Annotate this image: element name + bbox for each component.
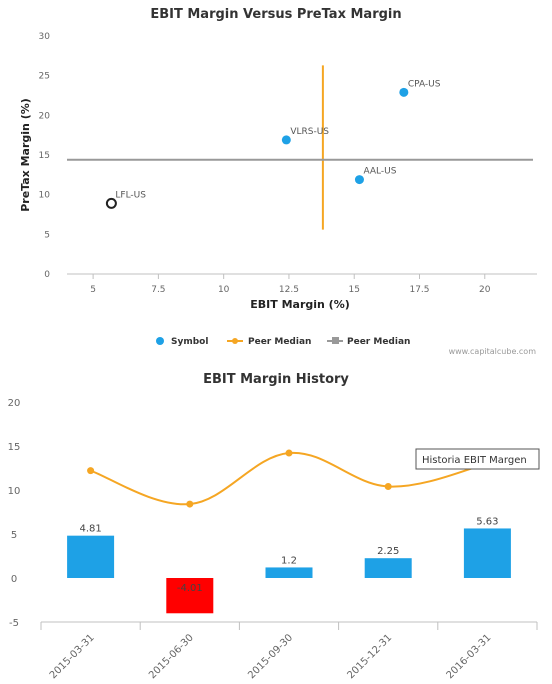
scatter-x-ticks: 5 7.5 10 12.5 15 17.5 20: [90, 274, 491, 295]
history-bar: [67, 535, 115, 578]
legend-symbol-marker: [156, 337, 164, 345]
scatter-x-tick-label: 17.5: [409, 285, 429, 295]
scatter-point: [354, 175, 364, 185]
scatter-title: EBIT Margin Versus PreTax Margin: [150, 7, 401, 22]
history-bar: [463, 528, 511, 578]
history-title: EBIT Margin History: [203, 372, 349, 387]
credit-text[interactable]: www.capitalcube.com: [449, 347, 537, 356]
scatter-x-axis-title: EBIT Margin (%): [250, 298, 350, 311]
scatter-y-axis-title: PreTax Margin (%): [19, 98, 32, 212]
scatter-point-label: CPA-US: [408, 79, 441, 89]
scatter-point-label: LFL-US: [115, 190, 146, 200]
history-chart: EBIT Margin History -5 0 5 10 15 20 4.81 -4.01…: [8, 372, 540, 681]
scatter-x-tick-label: 10: [218, 285, 230, 295]
scatter-points: CPA-US VLRS-US AAL-US LFL-US: [105, 79, 441, 209]
tooltip: Historia EBIT Margen: [415, 448, 540, 470]
history-bar: [265, 567, 313, 578]
history-line-point: [384, 482, 392, 490]
scatter-x-tick-label: 7.5: [151, 285, 165, 295]
history-x-tick-label: 2015-03-31: [48, 632, 97, 681]
scatter-y-tick-label: 30: [39, 32, 51, 42]
scatter-point: [399, 87, 409, 97]
history-y-tick-label: 20: [8, 398, 21, 409]
history-bar-label: 1.2: [281, 555, 297, 566]
history-y-tick-label: 10: [8, 486, 21, 497]
scatter-y-ticks: 0 5 10 15 20 25 30: [39, 32, 51, 280]
history-bar: [166, 578, 214, 614]
tooltip-text: Historia EBIT Margen: [422, 455, 527, 466]
history-y-ticks: -5 0 5 10 15 20: [8, 398, 21, 629]
scatter-point-label: VLRS-US: [290, 127, 329, 137]
history-bar-label: -4.01: [177, 583, 203, 594]
history-y-tick-label: -5: [9, 618, 19, 629]
legend-peer-median-x-label: Peer Median: [248, 337, 311, 347]
history-line-point: [186, 500, 194, 508]
history-x-tick-label: 2016-03-31: [445, 632, 494, 681]
history-x-tick-label: 2015-09-30: [246, 632, 295, 681]
scatter-point: [281, 135, 291, 145]
scatter-y-tick-label: 15: [39, 151, 50, 161]
scatter-y-tick-label: 0: [44, 270, 50, 280]
history-line-point: [285, 449, 293, 457]
legend-peer-median-x-marker: [232, 338, 238, 344]
legend-peer-median-y-marker: [332, 337, 339, 344]
history-bars: 4.81 -4.01 1.2 2.25 5.63: [67, 516, 511, 614]
scatter-y-tick-label: 25: [39, 72, 50, 82]
history-y-tick-label: 5: [11, 530, 17, 541]
history-x-tick-label: 2015-06-30: [147, 632, 196, 681]
scatter-point-label: AAL-US: [363, 167, 396, 177]
history-x-ticks: 2015-03-31 2015-06-30 2015-09-30 2015-12-31…: [40, 622, 538, 681]
history-x-tick-label: 2015-12-31: [345, 632, 394, 681]
scatter-point: [105, 197, 117, 209]
scatter-legend: Symbol Peer Median Peer Median: [156, 337, 410, 347]
history-bar-label: 5.63: [476, 516, 498, 527]
tooltip-box: [415, 448, 540, 470]
scatter-x-tick-label: 5: [90, 285, 96, 295]
scatter-x-tick-label: 20: [479, 285, 491, 295]
legend-item-peer-median-x[interactable]: Peer Median: [227, 337, 311, 347]
legend-symbol-label: Symbol: [171, 337, 208, 347]
history-line-points: [87, 449, 392, 508]
legend-item-peer-median-y[interactable]: Peer Median: [327, 337, 410, 347]
scatter-x-tick-label: 15: [348, 285, 359, 295]
history-y-tick-label: 15: [8, 442, 21, 453]
history-bar-label: 4.81: [79, 524, 101, 535]
history-line-point: [87, 467, 95, 475]
legend-peer-median-y-label: Peer Median: [347, 337, 410, 347]
legend-item-symbol[interactable]: Symbol: [156, 337, 208, 347]
history-y-tick-label: 0: [11, 574, 17, 585]
history-bar-label: 2.25: [377, 546, 399, 557]
scatter-y-tick-label: 5: [44, 230, 50, 240]
scatter-chart: EBIT Margin Versus PreTax Margin 0 5 10 15 2…: [19, 7, 537, 356]
scatter-y-tick-label: 10: [39, 191, 51, 201]
scatter-y-tick-label: 20: [39, 111, 51, 121]
scatter-x-tick-label: 12.5: [279, 285, 299, 295]
history-bar: [364, 558, 412, 578]
